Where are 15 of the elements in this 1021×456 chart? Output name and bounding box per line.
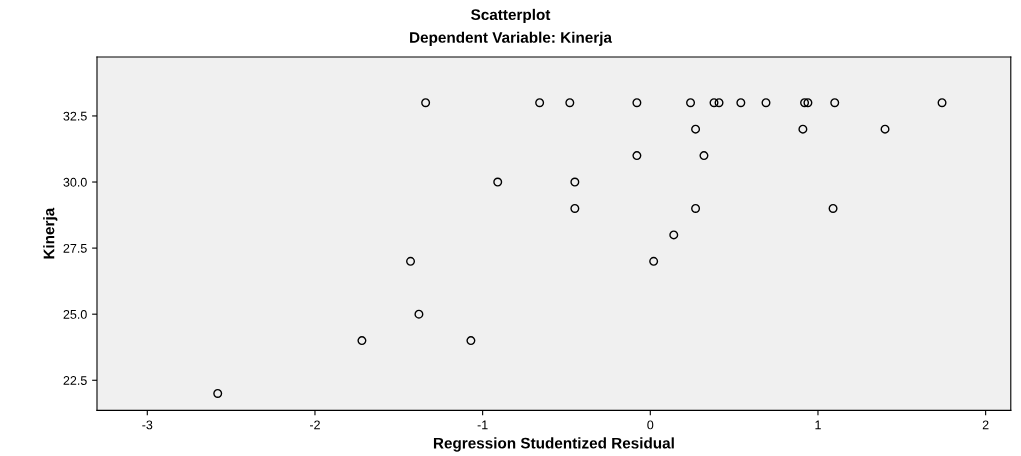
y-axis-title: Kinerja	[43, 207, 58, 259]
x-axis-title: Regression Studentized Residual	[433, 437, 674, 452]
x-tick-label: 0	[647, 420, 654, 430]
x-tick-label: -2	[309, 420, 320, 430]
chart-subtitle: Dependent Variable: Kinerja	[410, 31, 613, 46]
y-tick-label: 32.5	[63, 111, 87, 121]
y-tick-label: 25.0	[63, 309, 87, 319]
x-tick-label: -1	[477, 420, 488, 430]
x-tick-label: 1	[815, 420, 821, 430]
x-tick-label: 2	[982, 420, 989, 430]
y-tick-label: 30.0	[63, 177, 87, 187]
y-tick-label: 27.5	[63, 243, 87, 253]
y-tick-label: 22.5	[63, 376, 87, 385]
x-tick-label: -3	[142, 420, 153, 430]
chart-title: Scatterplot	[471, 8, 551, 24]
